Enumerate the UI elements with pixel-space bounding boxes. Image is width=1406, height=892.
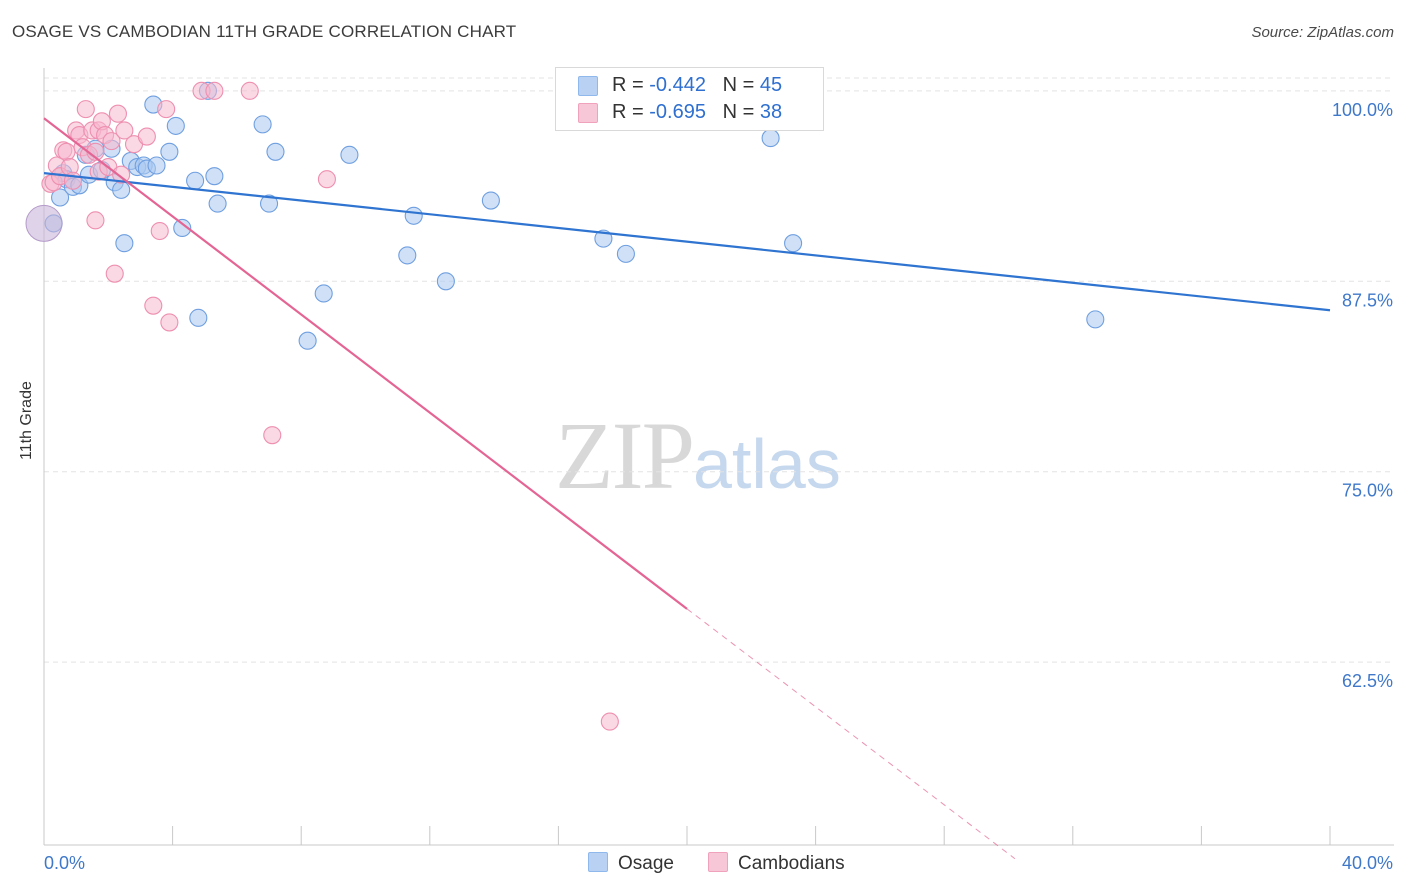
legend-text-osage: R = -0.442 N = 45 xyxy=(612,74,783,96)
watermark-atlas: atlas xyxy=(693,425,841,503)
trend-line-osage xyxy=(43,172,1331,312)
trend-lines xyxy=(43,117,1331,860)
data-point-osage xyxy=(173,218,192,238)
trend-extension-cambodians xyxy=(686,608,1016,860)
data-point-osage xyxy=(115,234,134,253)
data-point-osage xyxy=(761,129,780,148)
data-point-cambodians xyxy=(76,100,95,119)
data-point-osage-large xyxy=(25,204,63,242)
data-point-osage xyxy=(314,284,333,303)
data-point-osage xyxy=(594,229,613,248)
data-point-osage xyxy=(189,308,208,327)
data-point-osage xyxy=(166,116,185,135)
data-point-cambodians xyxy=(317,170,336,189)
legend-text-cambodians: R = -0.695 N = 38 xyxy=(612,101,783,123)
y-tick-label: 75.0% xyxy=(1342,481,1393,501)
data-point-cambodians xyxy=(157,100,176,119)
data-point-cambodians xyxy=(57,142,76,161)
series-cambodians xyxy=(41,81,619,731)
data-point-cambodians xyxy=(112,165,131,184)
data-point-osage xyxy=(186,171,205,190)
x-tick-label: 0.0% xyxy=(44,853,85,873)
y-tick-label: 62.5% xyxy=(1342,671,1393,691)
data-point-osage xyxy=(51,188,70,207)
data-point-osage xyxy=(298,331,317,350)
y-tick-label: 100.0% xyxy=(1332,100,1393,120)
data-point-osage xyxy=(266,142,285,161)
y-axis-label: 11th Grade xyxy=(18,381,35,460)
data-point-cambodians xyxy=(205,81,224,100)
bottom-legend-label-cambodians: Cambodians xyxy=(738,853,845,874)
legend-swatch-osage xyxy=(578,76,598,96)
data-point-cambodians xyxy=(600,712,619,731)
tick-labels: 100.0% 87.5% 75.0% 62.5% 0.0% 40.0% xyxy=(44,100,1393,873)
data-point-cambodians xyxy=(115,121,134,140)
data-point-cambodians xyxy=(102,132,121,151)
data-point-osage xyxy=(208,194,227,213)
data-point-cambodians xyxy=(86,211,105,230)
data-point-osage xyxy=(616,244,635,263)
chart-title: OSAGE VS CAMBODIAN 11TH GRADE CORRELATIO… xyxy=(12,22,517,41)
axes xyxy=(43,68,1394,846)
bottom-legend-label-osage: Osage xyxy=(618,853,674,874)
data-point-osage xyxy=(340,145,359,164)
data-point-osage xyxy=(112,180,131,199)
bottom-legend-swatch-cambodians xyxy=(708,852,728,872)
data-point-cambodians xyxy=(240,81,259,100)
data-point-cambodians xyxy=(263,426,282,445)
source-label: Source: ZipAtlas.com xyxy=(1251,24,1394,41)
data-point-cambodians xyxy=(160,313,179,332)
data-point-osage xyxy=(259,194,279,213)
trend-line-cambodians xyxy=(43,117,688,610)
data-point-cambodians xyxy=(137,127,156,146)
data-point-cambodians xyxy=(150,221,169,241)
data-point-osage xyxy=(784,234,803,253)
y-tick-label: 87.5% xyxy=(1342,290,1393,310)
x-tick-label: 40.0% xyxy=(1342,853,1393,873)
watermark-zip: ZIP xyxy=(555,402,695,509)
data-point-osage xyxy=(205,167,224,186)
data-point-osage xyxy=(404,206,423,225)
data-point-osage xyxy=(481,191,500,210)
grid-lines xyxy=(44,77,1394,663)
bottom-legend-swatch-osage xyxy=(588,852,608,872)
watermark: ZIPatlas xyxy=(555,400,841,511)
legend-swatch-cambodians xyxy=(578,103,598,123)
data-point-osage xyxy=(253,115,272,134)
data-point-osage xyxy=(436,272,455,291)
data-point-cambodians xyxy=(108,104,127,123)
bottom-legend-cambodians: Cambodians xyxy=(708,852,845,875)
data-point-osage xyxy=(1086,310,1105,329)
data-point-osage xyxy=(147,156,166,175)
data-point-osage xyxy=(160,142,179,161)
bottom-legend-osage: Osage xyxy=(588,852,674,875)
data-point-osage xyxy=(398,246,417,265)
legend: R = -0.442 N = 45 R = -0.695 N = 38 xyxy=(555,67,824,131)
data-point-cambodians xyxy=(144,296,163,315)
data-point-cambodians xyxy=(105,264,124,283)
